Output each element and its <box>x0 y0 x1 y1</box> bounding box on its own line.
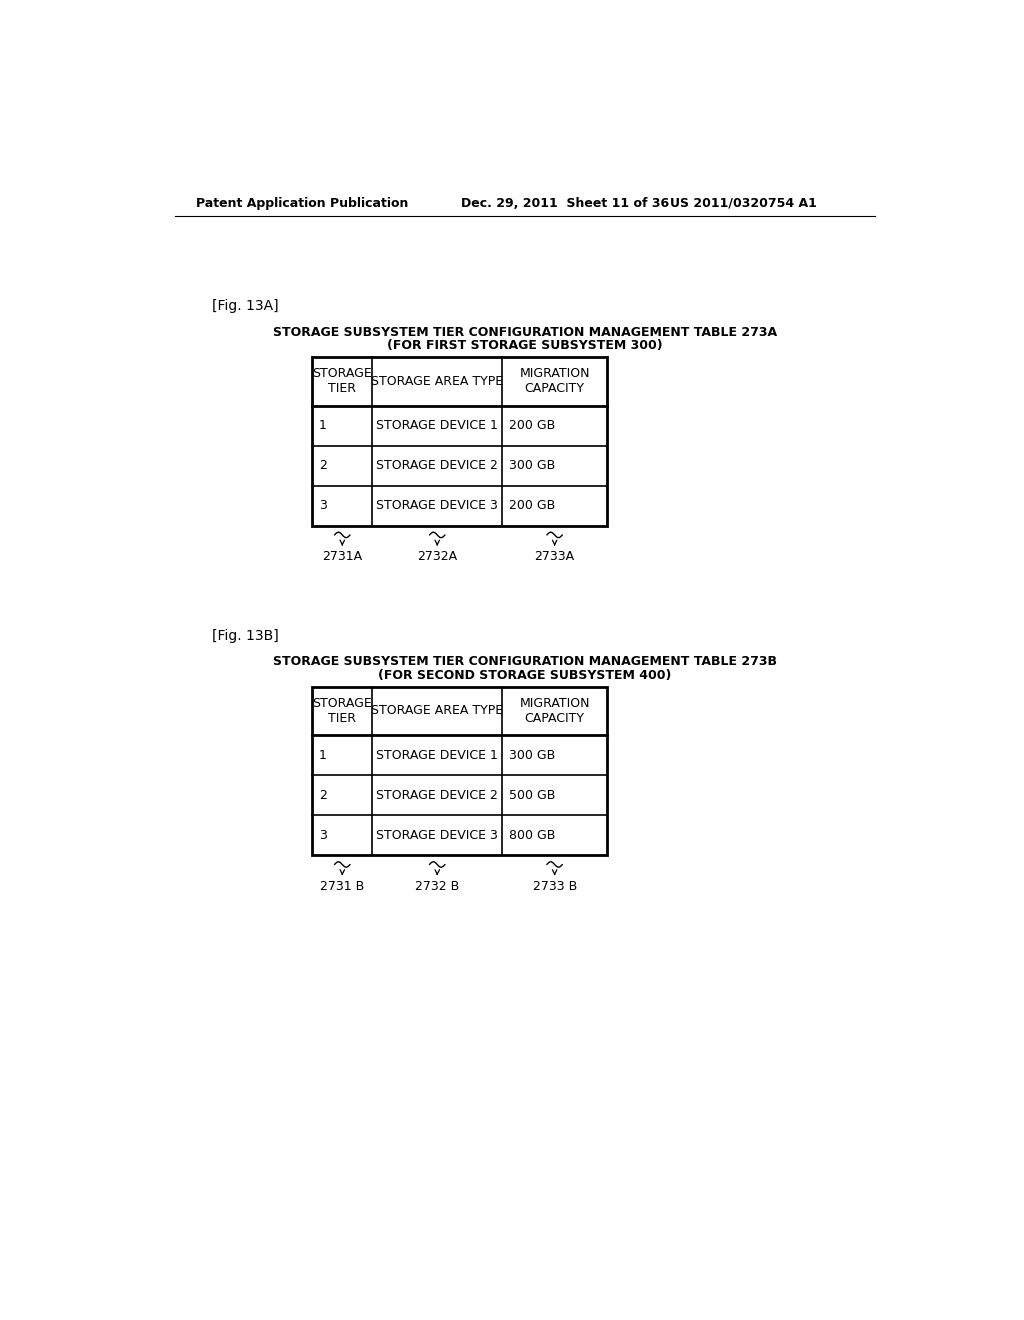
Text: STORAGE
TIER: STORAGE TIER <box>312 697 372 725</box>
Text: 200 GB: 200 GB <box>509 499 555 512</box>
Text: [Fig. 13A]: [Fig. 13A] <box>212 300 279 313</box>
Text: MIGRATION
CAPACITY: MIGRATION CAPACITY <box>519 697 590 725</box>
Text: 2: 2 <box>318 788 327 801</box>
Text: 3: 3 <box>318 499 327 512</box>
Text: STORAGE SUBSYSTEM TIER CONFIGURATION MANAGEMENT TABLE 273B: STORAGE SUBSYSTEM TIER CONFIGURATION MAN… <box>272 656 777 668</box>
Text: [Fig. 13B]: [Fig. 13B] <box>212 628 279 643</box>
Text: 2: 2 <box>318 459 327 473</box>
Text: Dec. 29, 2011  Sheet 11 of 36: Dec. 29, 2011 Sheet 11 of 36 <box>461 197 670 210</box>
Text: STORAGE
TIER: STORAGE TIER <box>312 367 372 395</box>
Text: (FOR FIRST STORAGE SUBSYSTEM 300): (FOR FIRST STORAGE SUBSYSTEM 300) <box>387 339 663 352</box>
Text: 2733 B: 2733 B <box>532 879 577 892</box>
Text: Patent Application Publication: Patent Application Publication <box>197 197 409 210</box>
Text: US 2011/0320754 A1: US 2011/0320754 A1 <box>671 197 817 210</box>
Bar <box>312 686 607 855</box>
Text: 1: 1 <box>318 418 327 432</box>
Text: STORAGE AREA TYPE: STORAGE AREA TYPE <box>371 705 503 717</box>
Text: (FOR SECOND STORAGE SUBSYSTEM 400): (FOR SECOND STORAGE SUBSYSTEM 400) <box>378 668 672 681</box>
Text: STORAGE DEVICE 1: STORAGE DEVICE 1 <box>376 748 498 762</box>
Bar <box>312 358 607 525</box>
Text: MIGRATION
CAPACITY: MIGRATION CAPACITY <box>519 367 590 395</box>
Text: 200 GB: 200 GB <box>509 418 555 432</box>
Text: STORAGE AREA TYPE: STORAGE AREA TYPE <box>371 375 503 388</box>
Text: 2732 B: 2732 B <box>415 879 460 892</box>
Text: STORAGE DEVICE 1: STORAGE DEVICE 1 <box>376 418 498 432</box>
Text: 500 GB: 500 GB <box>509 788 555 801</box>
Text: 300 GB: 300 GB <box>509 459 555 473</box>
Text: 3: 3 <box>318 829 327 842</box>
Text: STORAGE SUBSYSTEM TIER CONFIGURATION MANAGEMENT TABLE 273A: STORAGE SUBSYSTEM TIER CONFIGURATION MAN… <box>272 326 777 339</box>
Text: 1: 1 <box>318 748 327 762</box>
Text: 2732A: 2732A <box>417 550 458 564</box>
Text: 2731A: 2731A <box>323 550 362 564</box>
Text: 2731 B: 2731 B <box>321 879 365 892</box>
Text: 800 GB: 800 GB <box>509 829 555 842</box>
Text: 300 GB: 300 GB <box>509 748 555 762</box>
Text: STORAGE DEVICE 2: STORAGE DEVICE 2 <box>376 788 498 801</box>
Text: STORAGE DEVICE 2: STORAGE DEVICE 2 <box>376 459 498 473</box>
Text: STORAGE DEVICE 3: STORAGE DEVICE 3 <box>376 499 498 512</box>
Text: 2733A: 2733A <box>535 550 574 564</box>
Text: STORAGE DEVICE 3: STORAGE DEVICE 3 <box>376 829 498 842</box>
